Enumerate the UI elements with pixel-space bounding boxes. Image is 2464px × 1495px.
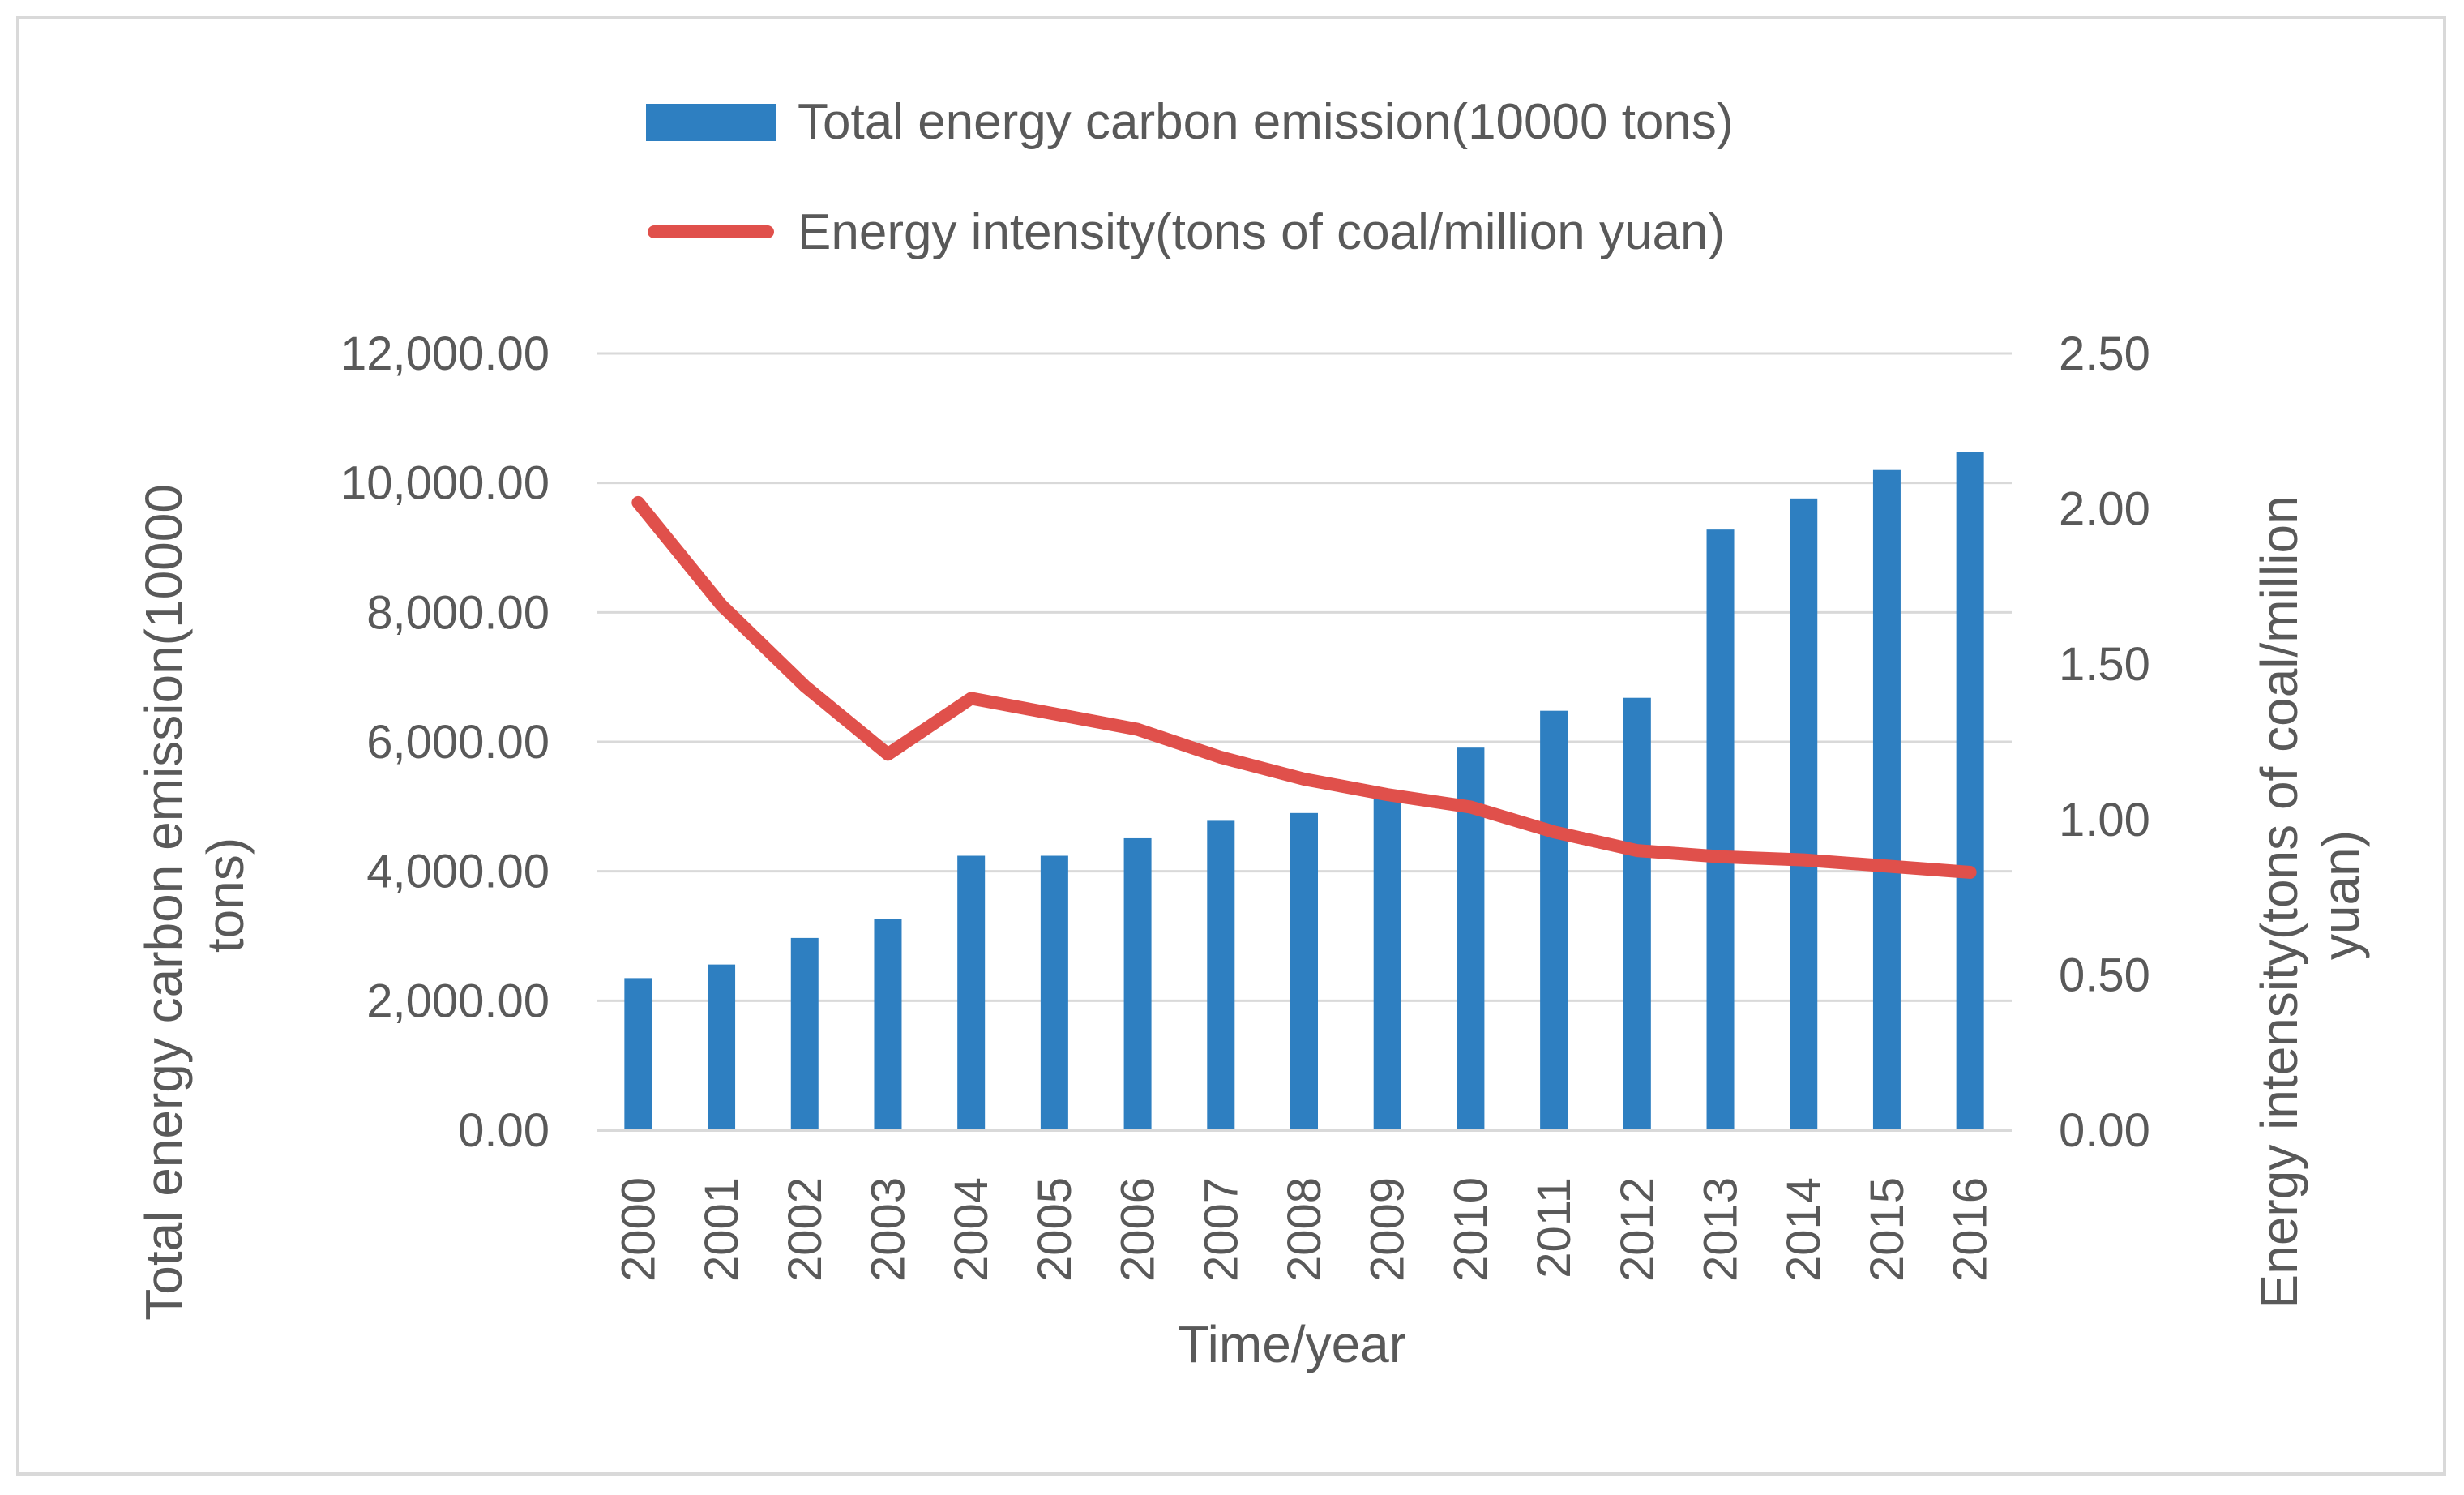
x-tick-label: 2011: [1528, 1177, 1581, 1279]
bar-2013: [1706, 529, 1735, 1130]
bar-2002: [790, 937, 819, 1130]
bar-2014: [1790, 498, 1818, 1130]
x-tick-label: 2006: [1112, 1177, 1165, 1282]
x-tick-label: 2013: [1695, 1177, 1747, 1282]
x-tick-label: 2000: [612, 1177, 665, 1282]
intensity-line: [631, 495, 1977, 879]
bar-2000: [624, 978, 652, 1130]
bar-2007: [1207, 820, 1235, 1130]
bar-2006: [1123, 837, 1152, 1130]
x-tick-label: 2005: [1029, 1177, 1081, 1282]
bar-2001: [708, 964, 736, 1130]
chart-frame: 0.00 2,000.00 4,000.00 6,000.00 8,000.00 10,0…: [16, 16, 2446, 1476]
right-tick-label: 0.00: [2059, 1104, 2150, 1157]
x-tick-label: 2015: [1861, 1177, 1914, 1282]
left-tick-label: 10,000.00: [340, 457, 550, 510]
right-tick-label: 0.50: [2059, 949, 2150, 1001]
x-tick-label: 2002: [779, 1177, 832, 1282]
legend: Total energy carbon emission(10000 tons)…: [646, 94, 1734, 260]
x-axis-title: Time/year: [1178, 1315, 1406, 1373]
x-tick-label: 2004: [945, 1177, 998, 1282]
bar-2016: [1956, 452, 1984, 1130]
bar-2008: [1290, 812, 1318, 1130]
right-tick-label: 1.50: [2059, 638, 2150, 691]
bar-2009: [1373, 791, 1401, 1130]
right-tick-label: 1.00: [2059, 794, 2150, 846]
bar-series-emission: [624, 452, 1984, 1130]
combo-chart: 0.00 2,000.00 4,000.00 6,000.00 8,000.00 10,0…: [135, 94, 2370, 1373]
left-tick-label: 12,000.00: [340, 328, 550, 380]
bar-2003: [874, 919, 902, 1130]
bar-2005: [1040, 855, 1068, 1130]
left-tick-label: 4,000.00: [366, 846, 550, 898]
x-tick-label: 2008: [1278, 1177, 1331, 1282]
left-tick-label: 6,000.00: [366, 716, 550, 769]
x-tick-label: 2009: [1362, 1177, 1414, 1282]
legend-swatch-emission: [646, 104, 776, 141]
right-axis-title: Energy intensity(tons of coal/million yu…: [2250, 482, 2370, 1309]
bar-2004: [957, 855, 986, 1130]
left-axis-title-line-1: Total energy carbon emission(10000: [135, 484, 193, 1321]
x-tick-label: 2003: [862, 1177, 914, 1282]
left-tick-label: 2,000.00: [366, 975, 550, 1027]
bar-2012: [1623, 697, 1651, 1130]
axes: 0.00 2,000.00 4,000.00 6,000.00 8,000.00 10,0…: [340, 328, 2150, 1282]
bar-2011: [1540, 710, 1568, 1130]
legend-label-emission: Total energy carbon emission(10000 tons): [798, 94, 1734, 150]
x-tick-label: 2012: [1611, 1177, 1664, 1282]
bar-2015: [1872, 469, 1901, 1130]
line-series-intensity: [631, 495, 1977, 879]
left-axis-title: Total energy carbon emission(10000 tons): [135, 469, 255, 1321]
legend-label-intensity: Energy intensity(tons of coal/million yu…: [798, 204, 1725, 260]
x-tick-label: 2016: [1944, 1177, 1997, 1282]
x-tick-label: 2001: [695, 1177, 748, 1282]
right-tick-label: 2.50: [2059, 328, 2150, 380]
right-axis-title-line-2: yuan): [2312, 830, 2370, 960]
right-axis-title-line-1: Energy intensity(tons of coal/million: [2250, 495, 2308, 1309]
x-tick-label: 2010: [1444, 1177, 1497, 1282]
left-tick-label: 0.00: [458, 1104, 550, 1157]
right-tick-label: 2.00: [2059, 483, 2150, 536]
left-axis-title-line-2: tons): [196, 837, 255, 953]
x-tick-label: 2014: [1777, 1177, 1830, 1282]
x-tick-label: 2007: [1195, 1177, 1247, 1282]
left-tick-label: 8,000.00: [366, 586, 550, 639]
